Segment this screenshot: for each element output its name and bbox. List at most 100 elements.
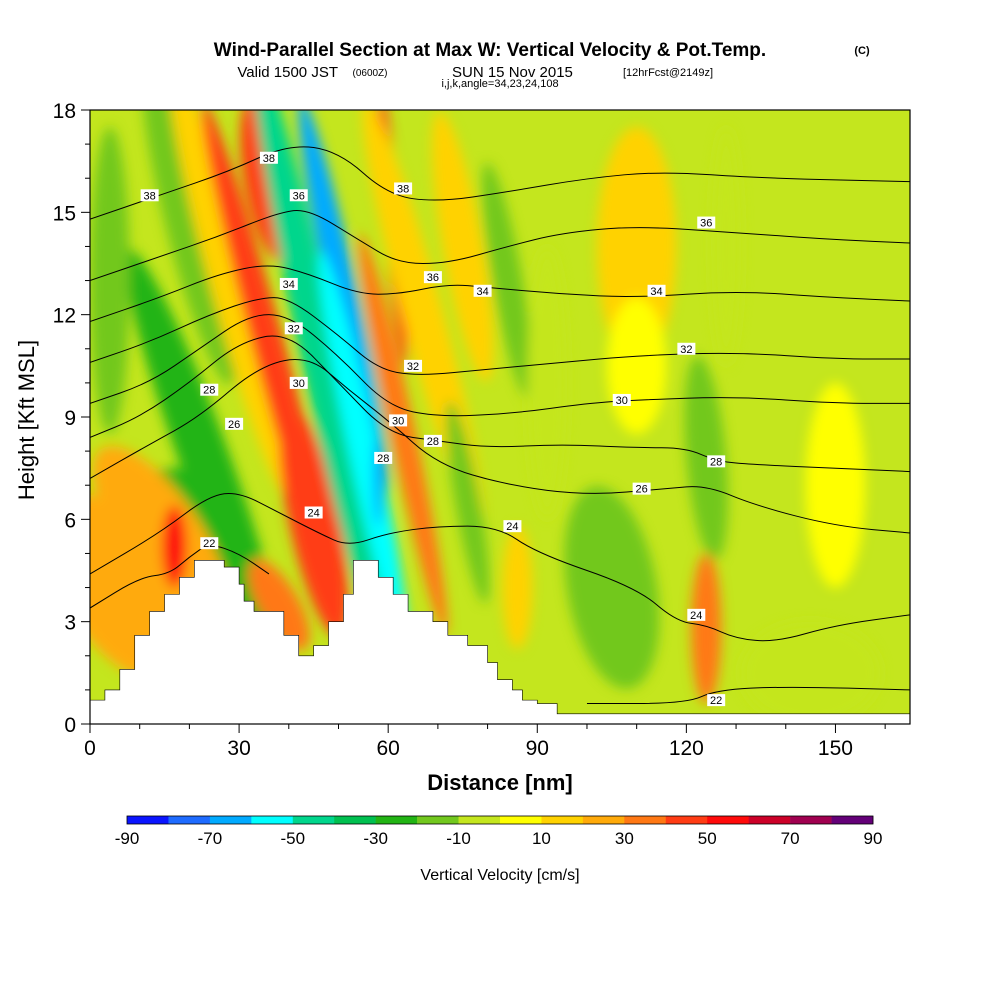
velocity-cell [248, 559, 310, 651]
contour-label-box [647, 284, 666, 297]
contour-label: 24 [304, 506, 323, 520]
contour-label-box [140, 189, 159, 202]
x-axis: 0 30 60 90 120 150 [84, 724, 886, 760]
contour-label-text: 32 [680, 344, 692, 356]
contour-label-text: 38 [263, 153, 275, 165]
velocity-cell [141, 110, 238, 385]
copyright-mark: (C) [854, 45, 870, 57]
colorbar-swatch [707, 816, 749, 824]
velocity-cell [741, 621, 881, 724]
colorbar-tick-label: -30 [363, 829, 388, 848]
theta-contour-line [90, 493, 910, 642]
theta-contour-line [90, 265, 910, 322]
theta-contour-line [586, 686, 910, 705]
velocity-cell [373, 430, 384, 527]
colorbar-swatch [665, 816, 708, 824]
velocity-cell [711, 127, 742, 366]
theta-contour-line [90, 209, 910, 282]
y-tick-label: 12 [53, 305, 76, 328]
velocity-cell [502, 526, 533, 649]
contour-label-text: 26 [636, 484, 648, 496]
forecast-label: [12hrFcst@2149z] [623, 67, 713, 79]
contour-label-text: 24 [308, 508, 320, 520]
colorbar-swatch [748, 816, 791, 824]
x-tick-label: 90 [526, 737, 549, 760]
contour-label: 26 [225, 417, 244, 431]
contour-label-box [304, 506, 323, 519]
colorbar-swatch [375, 816, 418, 824]
contour-label-box [677, 342, 696, 355]
contour-label-text: 30 [293, 378, 305, 390]
colorbar-swatch [458, 816, 501, 824]
y-tick-label: 18 [53, 100, 76, 123]
contour-label-box [503, 520, 522, 533]
contour-label-box [612, 393, 631, 406]
contour-label-box [289, 376, 308, 389]
x-tick-label: 120 [669, 737, 704, 760]
colorbar-tick-label: 10 [532, 829, 551, 848]
colorbar-swatch [209, 816, 252, 824]
contour-label: 32 [677, 342, 696, 356]
colorbar-swatch [790, 816, 832, 824]
contour-label: 36 [289, 189, 308, 202]
contour-label-text: 30 [392, 415, 404, 427]
colorbar-tick-label: 70 [781, 829, 800, 848]
chart-title: Wind-Parallel Section at Max W: Vertical… [214, 40, 766, 61]
colorbar-tick-label: 90 [864, 829, 883, 848]
velocity-cell [691, 553, 722, 704]
y-axis-label: Height [Kft MSL] [14, 340, 39, 500]
contour-label-box [632, 482, 651, 495]
x-axis-label: Distance [nm] [427, 770, 572, 795]
contour-label: 30 [289, 376, 308, 390]
contour-label-text: 30 [616, 395, 628, 407]
contour-label-text: 34 [476, 286, 488, 298]
velocity-cell [596, 127, 677, 366]
plot-area: 22 22 24 26 28 30 32 34 36 38 38 38 36 36 34 34 32 32 30 30… [90, 110, 910, 724]
contour-label-box [200, 537, 219, 550]
colorbar-swatch [168, 816, 211, 824]
velocity-cell [90, 127, 130, 435]
valid-time-zulu: (0600Z) [352, 68, 387, 79]
y-tick-label: 6 [64, 509, 76, 532]
contour-label: 32 [284, 322, 303, 335]
colorbar-swatch [417, 816, 459, 824]
contour-label-text: 24 [506, 521, 518, 533]
contour-label: 30 [612, 393, 631, 407]
colorbar-swatch [251, 816, 294, 824]
contour-label: 28 [707, 455, 726, 468]
contour-label: 22 [200, 537, 219, 550]
contour-label: 34 [473, 284, 492, 298]
colorbar-tick-label: 30 [615, 829, 634, 848]
contour-label: 34 [647, 284, 666, 298]
colorbar-swatch [541, 816, 584, 824]
colorbar-tick-label: 50 [698, 829, 717, 848]
contour-label: 28 [423, 434, 442, 448]
contour-label-text: 22 [203, 538, 215, 550]
colorbar-label: Vertical Velocity [cm/s] [420, 867, 579, 884]
contour-label-box [707, 455, 726, 468]
contour-label: 22 [707, 694, 726, 707]
velocity-cell [92, 446, 227, 620]
contour-label-box [200, 383, 219, 396]
x-tick-label: 60 [377, 737, 400, 760]
contour-label-box [473, 284, 492, 297]
contour-label-box [423, 434, 442, 447]
y-tick-label: 0 [64, 714, 76, 737]
velocity-cell [124, 249, 284, 667]
velocity-cell [564, 486, 660, 689]
theta-contours [90, 146, 910, 705]
colorbar [126, 815, 874, 825]
contour-label-box [374, 451, 393, 464]
y-tick-label: 9 [64, 407, 76, 430]
theta-contour-line [90, 314, 910, 417]
velocity-cell [318, 250, 409, 652]
contour-label-text: 22 [710, 695, 722, 707]
velocity-cell [162, 505, 187, 588]
y-tick-label: 3 [64, 612, 76, 635]
colorbar-ticks: -90 -70 -50 -30 -10 10 30 50 70 90 [115, 829, 883, 848]
contour-label-text: 36 [700, 218, 712, 230]
contour-label-box [687, 608, 706, 621]
theta-contour-labels: 22 22 24 26 28 30 32 34 36 38 38 38 36 36 34 34 32 32 30 30… [140, 151, 726, 707]
contour-label-text: 36 [293, 190, 305, 202]
